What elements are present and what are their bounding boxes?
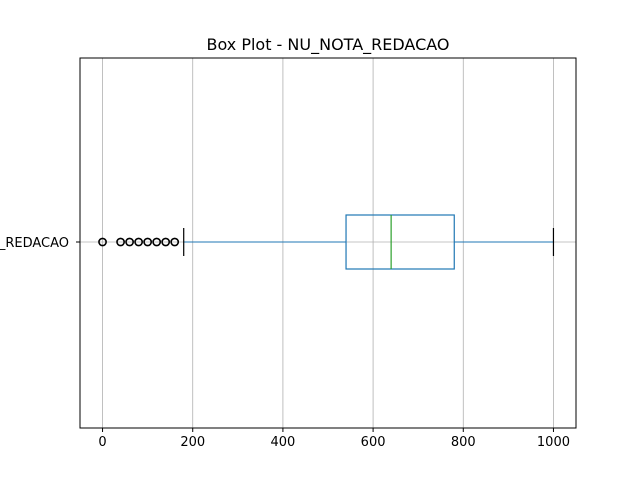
x-axis: 0 200 400 600 800 1000 [98, 428, 570, 450]
x-tick-label: 1000 [537, 435, 570, 450]
y-tick-label: _REDACAO [0, 236, 69, 251]
outlier-point [134, 237, 144, 247]
outlier-point [152, 237, 162, 247]
x-tick-label: 200 [180, 435, 205, 450]
plot-area [98, 214, 555, 270]
x-tick-label: 400 [270, 435, 295, 450]
outlier-point [170, 237, 180, 247]
y-axis: _REDACAO [0, 236, 80, 251]
outlier-point [161, 237, 171, 247]
box-iqr [345, 214, 455, 270]
x-tick-label: 0 [98, 435, 106, 450]
x-tick-label: 800 [451, 435, 476, 450]
chart-title: Box Plot - NU_NOTA_REDACAO [206, 35, 449, 55]
axes-frame [79, 57, 577, 429]
x-tick-label: 600 [361, 435, 386, 450]
outlier-point [98, 237, 107, 247]
outlier-point [125, 237, 135, 247]
grid-lines [80, 58, 576, 428]
outlier-point [116, 237, 125, 247]
outlier-point [143, 237, 153, 247]
